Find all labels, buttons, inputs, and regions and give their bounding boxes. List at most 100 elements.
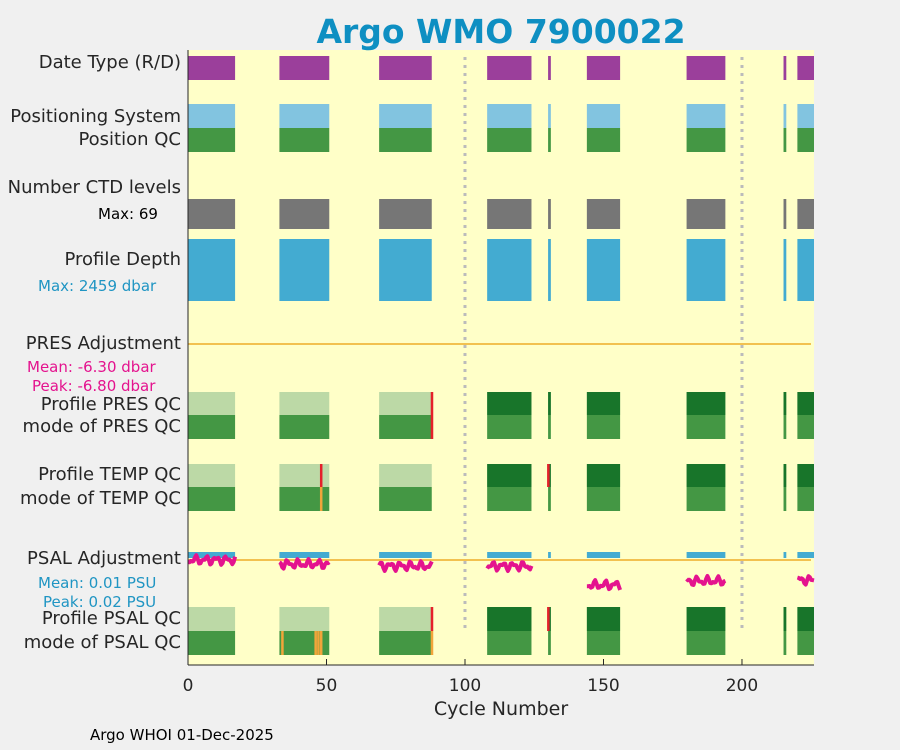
label-profile-depth: Profile Depth	[64, 249, 181, 270]
position-qc-bar-5	[586, 128, 621, 152]
pres-qc-bad-0	[430, 392, 434, 439]
pres-qc-bar-2	[379, 392, 432, 415]
psal-qc-dark-3	[487, 607, 532, 631]
psal-adjust-series-6	[796, 574, 815, 587]
psal-adjust-bar-6	[686, 552, 726, 558]
temp-mode-bar-4	[548, 487, 551, 511]
temp-qc-dark-7	[783, 464, 787, 487]
psal-mode-probable-4	[430, 631, 434, 655]
label-profile-pres-qc: Profile PRES QC	[40, 394, 181, 415]
temp-qc-bar-1	[279, 464, 330, 487]
positioning-bar-2	[379, 104, 432, 128]
psal-adjust-series-4	[586, 578, 622, 592]
ctd-levels-bar-2	[379, 199, 432, 229]
temp-qc-bar-0	[188, 464, 236, 487]
temp-mode-bar-2	[379, 487, 432, 511]
psal-mode-probable-0	[281, 631, 284, 655]
ctd-max: Max: 69	[98, 205, 158, 223]
date-type-bar-4	[548, 56, 551, 80]
positioning-bar-3	[487, 104, 532, 128]
date-type-bar-3	[487, 56, 532, 80]
psal-adjust-bar-0	[188, 552, 236, 558]
temp-qc-dark-8	[797, 464, 814, 487]
ctd-levels-bar-7	[783, 199, 787, 229]
psal-adjust-bar-2	[379, 552, 432, 558]
pres-mode-bar-5	[586, 415, 621, 439]
psal-mode-bar-4	[548, 631, 551, 655]
pres-qc-dark-5	[586, 392, 621, 415]
ctd-levels-bar-3	[487, 199, 532, 229]
pres-qc-bar-1	[279, 392, 330, 415]
profile-depth-bar-8	[797, 239, 814, 301]
psal-mode-bar-0	[188, 631, 236, 655]
pres-qc-dark-8	[797, 392, 814, 415]
position-qc-bar-0	[188, 128, 236, 152]
position-qc-bar-3	[487, 128, 532, 152]
profile-depth-bar-0	[188, 239, 236, 301]
positioning-bar-8	[797, 104, 814, 128]
psal-adjust-series-5	[685, 574, 727, 587]
label-date-type: Date Type (R/D)	[38, 52, 181, 73]
temp-qc-dark-5	[586, 464, 621, 487]
profile-depth-bar-5	[586, 239, 621, 301]
profile-depth-bar-4	[548, 239, 551, 301]
date-type-bar-0	[188, 56, 236, 80]
pres-mode-bar-1	[279, 415, 330, 439]
label-mode-psal-qc: mode of PSAL QC	[23, 632, 181, 653]
x-axis-label: Cycle Number	[433, 698, 569, 720]
psal-adjust-series-0	[187, 553, 238, 567]
pres-qc-dark-7	[783, 392, 787, 415]
x-tick-label-200: 200	[725, 676, 759, 696]
positioning-bar-6	[686, 104, 726, 128]
x-tick-label-0: 0	[182, 676, 194, 696]
positioning-bar-0	[188, 104, 236, 128]
psal-adjust-bar-7	[783, 552, 787, 558]
date-type-bar-2	[379, 56, 432, 80]
psal-mode-probable-2	[317, 631, 320, 655]
label-psal-adjustment: PSAL Adjustment	[26, 548, 181, 569]
pres-mode-bar-4	[548, 415, 551, 439]
temp-qc-bad-0	[319, 464, 323, 487]
psal-mode-probable-3	[319, 631, 323, 655]
profile-depth-bar-3	[487, 239, 532, 301]
pres-mean: Mean: -6.30 dbar	[27, 358, 156, 376]
pres-qc-dark-6	[686, 392, 726, 415]
temp-mode-bar-5	[586, 487, 621, 511]
profile-depth-bar-6	[686, 239, 726, 301]
pres-peak: Peak: -6.80 dbar	[32, 377, 156, 395]
chart-marks	[187, 56, 815, 655]
ctd-levels-bar-5	[586, 199, 621, 229]
position-qc-bar-4	[548, 128, 551, 152]
psal-qc-bar-1	[279, 607, 330, 631]
psal-adjust-series-3	[485, 560, 534, 573]
positioning-bar-1	[279, 104, 330, 128]
date-type-bar-8	[797, 56, 814, 80]
pres-mode-bar-7	[783, 415, 787, 439]
psal-qc-bad-1	[547, 607, 550, 631]
x-tick-label-100: 100	[448, 676, 482, 696]
label-ctd-levels: Number CTD levels	[7, 177, 181, 198]
psal-adjust-series-1	[278, 557, 331, 571]
psal-adjust-bar-5	[586, 552, 621, 558]
pres-mode-bar-0	[188, 415, 236, 439]
psal-adjust-bar-8	[797, 552, 814, 558]
temp-qc-dark-3	[487, 464, 532, 487]
temp-qc-bar-2	[379, 464, 432, 487]
pres-mode-bar-3	[487, 415, 532, 439]
psal-mode-bar-2	[379, 631, 432, 655]
profile-depth-bar-1	[279, 239, 330, 301]
label-profile-psal-qc: Profile PSAL QC	[41, 608, 181, 629]
date-type-bar-6	[686, 56, 726, 80]
psal-qc-dark-5	[586, 607, 621, 631]
date-type-bar-1	[279, 56, 330, 80]
date-type-bar-5	[586, 56, 621, 80]
position-qc-bar-8	[797, 128, 814, 152]
label-position-qc: Position QC	[78, 129, 181, 150]
psal-qc-dark-7	[783, 607, 787, 631]
profile-depth-bar-2	[379, 239, 432, 301]
temp-qc-bad-1	[547, 464, 550, 487]
temp-mode-bar-0	[188, 487, 236, 511]
psal-mode-bar-3	[487, 631, 532, 655]
psal-qc-dark-6	[686, 607, 726, 631]
